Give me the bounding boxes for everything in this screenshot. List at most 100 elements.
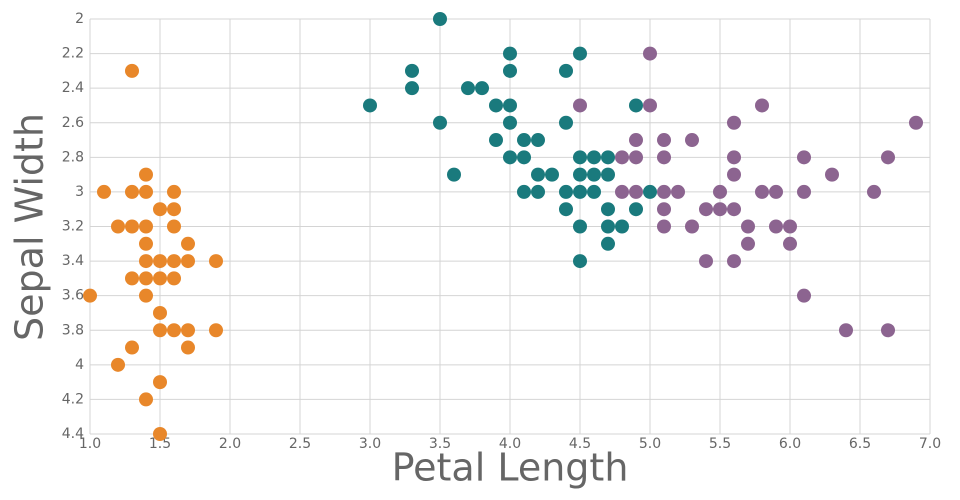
point — [755, 184, 769, 199]
point — [503, 63, 517, 78]
point — [167, 202, 181, 217]
point — [503, 115, 517, 130]
point — [671, 184, 685, 199]
point — [559, 184, 573, 199]
point — [769, 184, 783, 199]
point — [657, 150, 671, 165]
point — [503, 98, 517, 113]
point — [657, 219, 671, 234]
x-tick-label: 5.0 — [639, 436, 661, 452]
point — [83, 288, 97, 303]
point — [573, 254, 587, 269]
y-tick-label: 3 — [75, 184, 84, 200]
point — [587, 167, 601, 182]
point — [167, 254, 181, 269]
point — [111, 357, 125, 372]
point — [489, 133, 503, 148]
point — [601, 236, 615, 251]
point — [797, 150, 811, 165]
point — [797, 288, 811, 303]
point — [629, 184, 643, 199]
point — [531, 133, 545, 148]
point — [503, 46, 517, 61]
y-tick-label: 2.6 — [62, 115, 84, 131]
point — [587, 150, 601, 165]
point — [783, 236, 797, 251]
point — [685, 133, 699, 148]
point — [531, 184, 545, 199]
point — [615, 184, 629, 199]
point — [153, 202, 167, 217]
point — [475, 81, 489, 96]
point — [125, 271, 139, 286]
point — [573, 184, 587, 199]
point — [643, 98, 657, 113]
point — [601, 167, 615, 182]
point — [713, 184, 727, 199]
point — [615, 150, 629, 165]
x-tick-label: 2.0 — [219, 436, 241, 452]
point — [153, 271, 167, 286]
point — [167, 271, 181, 286]
y-axis-title: Sepal Width — [8, 113, 52, 341]
y-tick-label: 2 — [75, 11, 84, 27]
point — [769, 219, 783, 234]
point — [111, 219, 125, 234]
point — [517, 150, 531, 165]
point — [727, 254, 741, 269]
point — [881, 323, 895, 338]
point — [629, 150, 643, 165]
point — [125, 63, 139, 78]
point — [167, 219, 181, 234]
point — [629, 133, 643, 148]
point — [699, 202, 713, 217]
point — [881, 150, 895, 165]
point — [447, 167, 461, 182]
point — [139, 167, 153, 182]
point — [97, 184, 111, 199]
point — [181, 236, 195, 251]
point — [601, 150, 615, 165]
point — [125, 184, 139, 199]
y-tick-label: 4 — [75, 357, 84, 373]
point — [727, 167, 741, 182]
point — [573, 150, 587, 165]
point — [909, 115, 923, 130]
x-axis-title: Petal Length — [392, 446, 629, 490]
point — [839, 323, 853, 338]
point — [559, 115, 573, 130]
point — [559, 202, 573, 217]
point — [797, 184, 811, 199]
x-tick-label: 1.0 — [79, 436, 101, 452]
point — [573, 167, 587, 182]
point — [657, 202, 671, 217]
point — [405, 81, 419, 96]
point — [755, 98, 769, 113]
point — [587, 184, 601, 199]
point — [139, 254, 153, 269]
x-tick-label: 7.0 — [919, 436, 941, 452]
point — [573, 46, 587, 61]
point — [209, 254, 223, 269]
point — [643, 46, 657, 61]
x-tick-label: 6.5 — [849, 436, 871, 452]
point — [559, 63, 573, 78]
x-tick-label: 2.5 — [289, 436, 311, 452]
point — [699, 254, 713, 269]
point — [867, 184, 881, 199]
point — [153, 323, 167, 338]
y-tick-label: 3.8 — [62, 322, 84, 338]
point — [433, 12, 447, 26]
y-tick-label: 3.6 — [62, 288, 84, 304]
x-tick-label: 3.0 — [359, 436, 381, 452]
point — [629, 98, 643, 113]
point — [139, 184, 153, 199]
point — [573, 219, 587, 234]
y-tick-label: 3.2 — [62, 219, 84, 235]
point — [139, 271, 153, 286]
point — [517, 133, 531, 148]
point — [181, 340, 195, 355]
point — [825, 167, 839, 182]
point — [153, 375, 167, 390]
